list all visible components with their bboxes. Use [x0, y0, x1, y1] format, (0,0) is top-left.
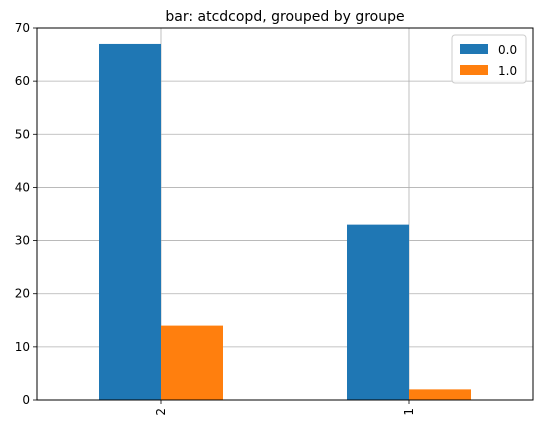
y-tick-label: 30 — [15, 234, 30, 248]
y-tick-label: 70 — [15, 21, 30, 35]
legend-label: 1.0 — [498, 64, 517, 78]
axes: 0 10 20 30 40 50 60 70 2 1 — [15, 21, 416, 416]
y-tick-label: 40 — [15, 180, 30, 194]
bar-series-1.0-cat-1 — [409, 389, 471, 400]
x-tick-label: 1 — [402, 408, 416, 416]
legend-swatch — [460, 65, 488, 75]
plot-frame — [36, 27, 534, 401]
bar-series-0.0-cat-1 — [347, 224, 409, 400]
bar-series-0.0-cat-2 — [99, 43, 161, 400]
y-tick-label: 50 — [15, 127, 30, 141]
x-tick-label: 2 — [154, 408, 168, 416]
bar-series-1.0-cat-2 — [161, 325, 223, 400]
legend-label: 0.0 — [498, 43, 517, 57]
legend: 0.0 1.0 — [451, 34, 527, 84]
bars — [99, 43, 471, 400]
y-tick-label: 0 — [22, 393, 30, 407]
y-tick-label: 10 — [15, 340, 30, 354]
y-tick-label: 60 — [15, 74, 30, 88]
y-tick-label: 20 — [15, 287, 30, 301]
legend-swatch — [460, 44, 488, 54]
chart-title: bar: atcdcopd, grouped by groupe — [165, 9, 404, 25]
